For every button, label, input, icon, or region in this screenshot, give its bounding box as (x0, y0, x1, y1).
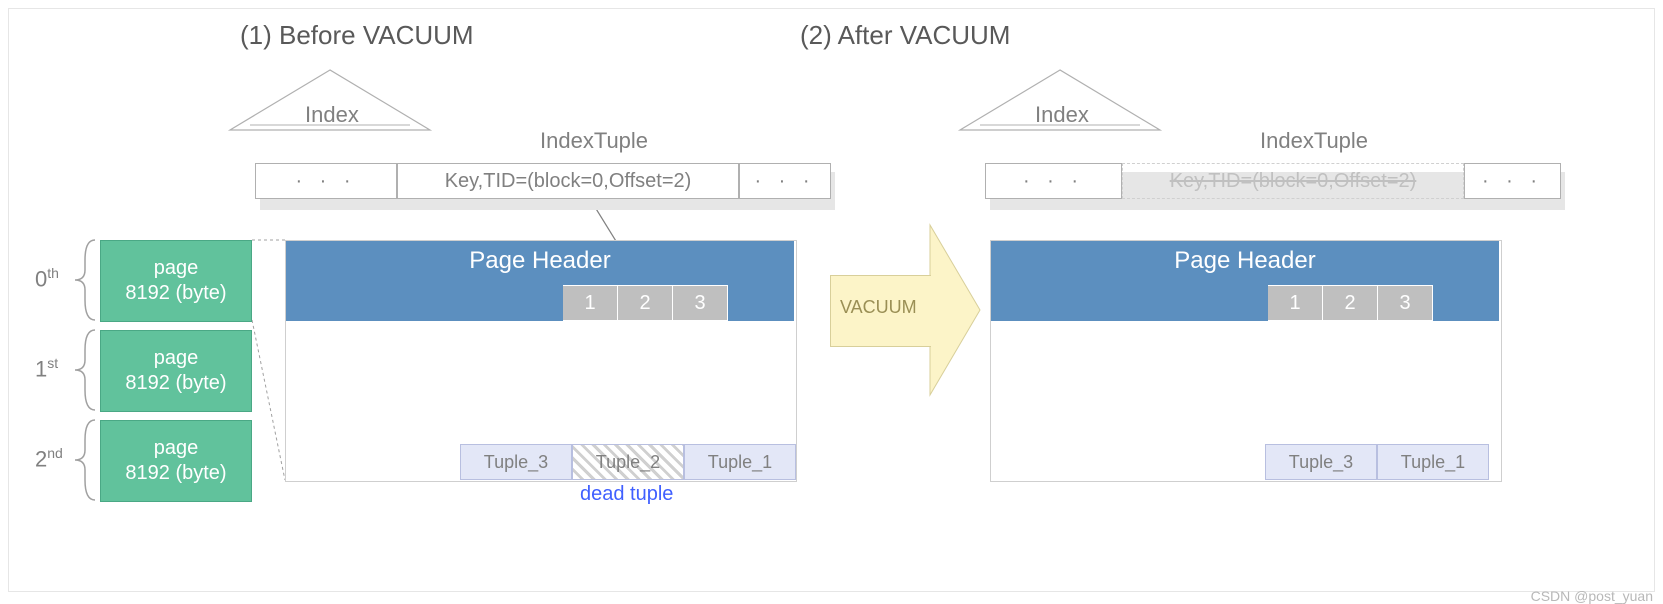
page-header-left-strip2 (728, 285, 794, 321)
ptr-r-3: 3 (1378, 286, 1433, 320)
index-label-right: Index (1035, 102, 1089, 128)
indextuple-label-right: IndexTuple (1260, 128, 1368, 154)
ptr-r-2: 2 (1323, 286, 1378, 320)
title-left: (1) Before VACUUM (240, 20, 474, 51)
ptr-l-2: 2 (618, 286, 673, 320)
vacuum-label: VACUUM (840, 297, 917, 318)
indextuple-label-left: IndexTuple (540, 128, 648, 154)
page-header-right: Page Header (991, 241, 1499, 285)
diagram-canvas: (1) Before VACUUM (2) After VACUUM (0, 0, 1663, 604)
page-header-right-strip2 (1433, 285, 1499, 321)
watermark: CSDN @post_yuan (1531, 588, 1653, 604)
itcell-ellipsis-l2: · · · (739, 163, 831, 199)
page-box-1: page8192 (byte) (100, 330, 252, 412)
tuple-l-3: Tuple_3 (460, 444, 572, 480)
tuple-l-1: Tuple_1 (684, 444, 796, 480)
page-header-left-strip (286, 285, 563, 321)
tuple-l-2-dead: Tuple_2 (572, 444, 684, 480)
page-idx-1: 1st (35, 355, 58, 382)
itcell-key-right-removed: Key,TID=(block=0,Offset=2) (1122, 163, 1464, 199)
tuple-r-3: Tuple_3 (1265, 444, 1377, 480)
itcell-key-left: Key,TID=(block=0,Offset=2) (397, 163, 739, 199)
itcell-ellipsis-l1: · · · (255, 163, 397, 199)
tuple-r-1: Tuple_1 (1377, 444, 1489, 480)
itcell-ellipsis-r1: · · · (985, 163, 1122, 199)
page-idx-0: 0th (35, 265, 59, 292)
page-idx-2: 2nd (35, 445, 63, 472)
title-right: (2) After VACUUM (800, 20, 1010, 51)
page-box-0: page8192 (byte) (100, 240, 252, 322)
page-box-2: page8192 (byte) (100, 420, 252, 502)
itcell-ellipsis-r2: · · · (1464, 163, 1561, 199)
ptr-r-1: 1 (1268, 286, 1323, 320)
page-header-left: Page Header (286, 241, 794, 285)
page-header-right-strip (991, 285, 1268, 321)
index-label-left: Index (305, 102, 359, 128)
ptr-l-1: 1 (563, 286, 618, 320)
dead-tuple-label: dead tuple (580, 483, 673, 506)
ptr-l-3: 3 (673, 286, 728, 320)
